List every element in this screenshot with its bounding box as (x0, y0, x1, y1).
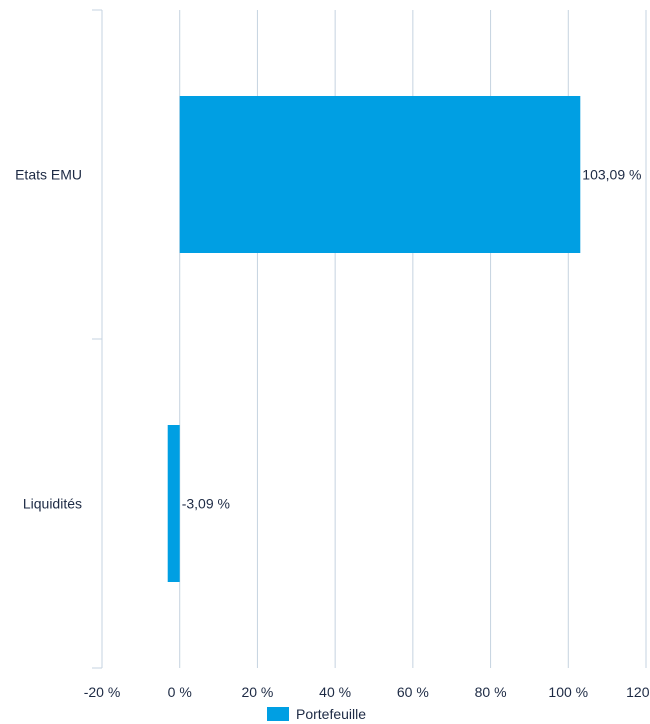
x-axis-ticks: -20 % 0 % 20 % 40 % 60 % 80 % 100 % 120 % (84, 684, 650, 700)
x-tick-label: 100 % (548, 684, 588, 700)
bar (179, 96, 581, 253)
legend-label: Portefeuille (296, 706, 366, 722)
x-tick-label: 80 % (475, 684, 507, 700)
data-labels: 103,09 % -3,09 % (182, 167, 642, 512)
category-labels: Etats EMU Liquidités (15, 167, 82, 512)
legend-swatch (267, 707, 289, 721)
x-tick-label: 20 % (241, 684, 273, 700)
bars (167, 96, 581, 582)
x-tick-label: 60 % (397, 684, 429, 700)
bar (167, 425, 180, 582)
category-axis (92, 9, 103, 669)
x-tick-label: 0 % (168, 684, 192, 700)
category-label: Etats EMU (15, 167, 82, 183)
x-tick-label: -20 % (84, 684, 121, 700)
legend: Portefeuille (267, 706, 366, 722)
x-tick-label: 40 % (319, 684, 351, 700)
category-label: Liquidités (23, 496, 82, 512)
data-label: 103,09 % (582, 167, 641, 183)
x-tick-label: 120 % (626, 684, 650, 700)
data-label: -3,09 % (182, 496, 230, 512)
